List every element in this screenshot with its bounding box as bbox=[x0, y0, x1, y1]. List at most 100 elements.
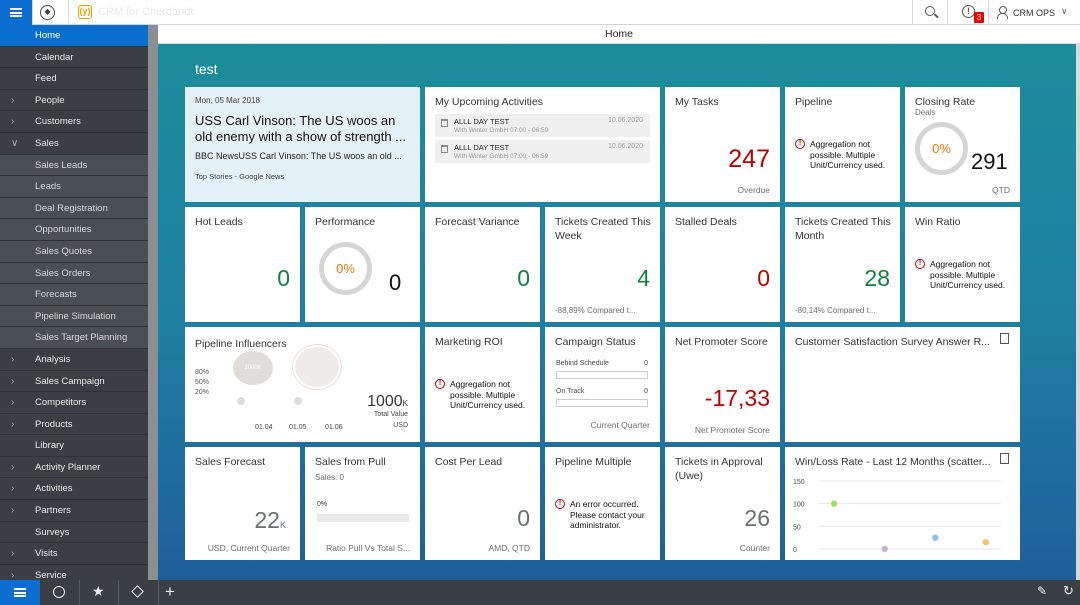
sidebar-item-sales-leads[interactable]: Sales Leads bbox=[0, 154, 148, 177]
news-tile[interactable]: Mon, 05 Mar 2018 USS Carl Vinson: The US… bbox=[185, 87, 420, 202]
scatter-point[interactable] bbox=[881, 545, 888, 553]
sidebar-item-forecasts[interactable]: Forecasts bbox=[0, 284, 148, 306]
tile-title: Customer Satisfaction Survey Answer R... bbox=[795, 336, 990, 348]
scatter-point[interactable] bbox=[932, 534, 939, 541]
sales-from-pull-tile[interactable]: Sales from Pull Sales: 0 0% Ratio Pull V… bbox=[305, 447, 420, 560]
search-icon[interactable] bbox=[925, 6, 935, 16]
pipeline-multiple-tile[interactable]: Pipeline Multiple ! An error occurred. Pl… bbox=[545, 447, 660, 560]
bubble[interactable] bbox=[294, 397, 302, 405]
notifications-icon[interactable]: ! bbox=[962, 5, 975, 18]
sidebar-item-customers[interactable]: › Customers bbox=[0, 111, 148, 133]
sidebar-item-label: Sales Campaign bbox=[35, 375, 105, 387]
cost-per-lead-tile[interactable]: Cost Per Lead 0 AMD, QTD bbox=[425, 447, 540, 560]
sidebar-item-sales[interactable]: ∨ Sales bbox=[0, 133, 148, 155]
menu-button[interactable] bbox=[0, 0, 32, 25]
edit-icon[interactable]: ✎ bbox=[1037, 584, 1048, 598]
sidebar-item-activity-planner[interactable]: › Activity Planner bbox=[0, 457, 148, 479]
bubble[interactable] bbox=[237, 397, 245, 405]
tickets-month-tile[interactable]: Tickets Created This Month 28 -80,14% Co… bbox=[785, 207, 900, 322]
pipeline-influencers-tile[interactable]: Pipeline Influencers 80% 50% 20% 1000K 1… bbox=[185, 327, 420, 442]
report-icon[interactable] bbox=[1000, 333, 1009, 344]
chevron-right-icon: › bbox=[11, 548, 15, 560]
activity-item[interactable]: ALLL DAY TEST With Winter GmbH 07:00 - 0… bbox=[435, 114, 650, 137]
menu-toggle-button[interactable] bbox=[0, 580, 40, 605]
sidebar-item-activities[interactable]: › Activities bbox=[0, 478, 148, 501]
star-icon[interactable]: ★ bbox=[92, 583, 105, 599]
chevron-right-icon: › bbox=[11, 375, 15, 387]
bubble[interactable] bbox=[293, 345, 341, 389]
activity-item[interactable]: ALLL DAY TEST With Winter GmbH 07:00 - 0… bbox=[435, 140, 650, 163]
performance-tile[interactable]: Performance 0% 0 bbox=[305, 207, 420, 322]
sidebar-item-service[interactable]: › Service bbox=[0, 565, 148, 580]
sidebar-item-people[interactable]: › People bbox=[0, 90, 148, 112]
tickets-week-tile[interactable]: Tickets Created This Week 4 -88,89% Comp… bbox=[545, 207, 660, 322]
stalled-deals-value: 0 bbox=[757, 265, 770, 291]
chevron-down-icon[interactable]: ∨ bbox=[1061, 6, 1068, 16]
sidebar-item-leads[interactable]: Leads bbox=[0, 176, 148, 198]
stalled-deals-tile[interactable]: Stalled Deals 0 bbox=[665, 207, 780, 322]
sidebar-item-visits[interactable]: › Visits bbox=[0, 543, 148, 565]
sidebar-item-sales-orders[interactable]: Sales Orders bbox=[0, 262, 148, 285]
x-axis-label: 01.04 bbox=[255, 424, 273, 431]
sidebar-item-surveys[interactable]: Surveys bbox=[0, 522, 148, 544]
hot-leads-tile[interactable]: Hot Leads 0 bbox=[185, 207, 300, 322]
campaign-status-tile[interactable]: Campaign Status Behind Schedule 0 On Tra… bbox=[545, 327, 660, 442]
my-tasks-tile[interactable]: My Tasks 247 Overdue bbox=[665, 87, 780, 202]
sidebar-item-partners[interactable]: › Partners bbox=[0, 500, 148, 522]
marketing-roi-tile[interactable]: Marketing ROI ! Aggregation not possible.… bbox=[425, 327, 540, 442]
sidebar-item-library[interactable]: Library bbox=[0, 435, 148, 457]
sidebar-item-sales-campaign[interactable]: › Sales Campaign bbox=[0, 371, 148, 393]
scatter-point[interactable] bbox=[830, 500, 838, 507]
tile-title: Performance bbox=[315, 216, 376, 228]
tag-icon[interactable] bbox=[131, 585, 144, 598]
user-menu[interactable]: CRM OPS bbox=[1013, 8, 1056, 18]
tile-subtitle: Sales: 0 bbox=[315, 473, 344, 482]
sidebar-item-home[interactable]: Home bbox=[0, 25, 148, 47]
upcoming-activities-tile[interactable]: My Upcoming Activities ALLL DAY TEST Wit… bbox=[425, 87, 660, 202]
progress-bar bbox=[317, 514, 409, 522]
tickets-approval-tile[interactable]: Tickets in Approval (Uwe) 26 Counter bbox=[665, 447, 780, 560]
sidebar-item-sales-target-planning[interactable]: Sales Target Planning bbox=[0, 327, 148, 349]
sidebar-item-competitors[interactable]: › Competitors bbox=[0, 392, 148, 414]
net-promoter-tile[interactable]: Net Promoter Score -17,33 Net Promoter S… bbox=[665, 327, 780, 442]
pipeline-tile[interactable]: Pipeline ! Aggregation not possible. Mult… bbox=[785, 87, 900, 202]
sidebar-item-calendar[interactable]: Calendar bbox=[0, 47, 148, 69]
message-text: Aggregation not possible. Multiple Unit/… bbox=[930, 259, 1006, 290]
divider bbox=[988, 0, 989, 25]
content-scrollbar[interactable] bbox=[1076, 44, 1080, 580]
activity-date: 10.06.2020 bbox=[607, 117, 643, 124]
closing-rate-tile[interactable]: Closing Rate Deals 0% 291 QTD bbox=[905, 87, 1020, 202]
report-icon[interactable] bbox=[1000, 453, 1009, 464]
shell-header: ◆ (y) CRM for Cherdandt ! 3 CRM OPS ∨ bbox=[0, 0, 1080, 25]
sidebar-item-label: Analysis bbox=[35, 353, 71, 365]
compass-icon[interactable]: ◆ bbox=[40, 5, 55, 20]
sidebar-item-label: Library bbox=[35, 440, 65, 452]
sidebar-item-opportunities[interactable]: Opportunities bbox=[0, 219, 148, 241]
sidebar-item-products[interactable]: › Products bbox=[0, 414, 148, 436]
sidebar-item-feed[interactable]: Feed bbox=[0, 68, 148, 90]
csat-tile[interactable]: Customer Satisfaction Survey Answer R... bbox=[785, 327, 1020, 442]
divider bbox=[912, 0, 913, 25]
user-icon[interactable] bbox=[997, 6, 1008, 19]
page-title: Home bbox=[158, 25, 1080, 44]
sidebar-scrollbar[interactable] bbox=[148, 25, 158, 580]
add-icon[interactable]: + bbox=[165, 582, 175, 601]
win-ratio-tile[interactable]: Win Ratio ! Aggregation not possible. Mul… bbox=[905, 207, 1020, 322]
sidebar-item-analysis[interactable]: › Analysis bbox=[0, 349, 148, 371]
tile-title: Pipeline Influencers bbox=[195, 338, 287, 350]
bubble[interactable]: 1000K bbox=[233, 351, 273, 385]
sidebar-item-pipeline-simulation[interactable]: Pipeline Simulation bbox=[0, 305, 148, 328]
sidebar-item-deal-registration[interactable]: Deal Registration bbox=[0, 197, 148, 220]
cost-per-lead-value: 0 bbox=[517, 505, 530, 531]
sales-forecast-tile[interactable]: Sales Forecast 22K USD, Current Quarter bbox=[185, 447, 300, 560]
sidebar-item-sales-quotes[interactable]: Sales Quotes bbox=[0, 240, 148, 263]
sidebar-item-label: Partners bbox=[35, 505, 71, 517]
refresh-icon[interactable]: ↻ bbox=[1063, 583, 1074, 598]
forecast-variance-tile[interactable]: Forecast Variance 0 bbox=[425, 207, 540, 322]
recent-icon[interactable] bbox=[53, 586, 65, 598]
chevron-right-icon: › bbox=[11, 94, 15, 106]
performance-value: 0 bbox=[389, 270, 402, 295]
tile-title: Pipeline bbox=[795, 96, 833, 108]
win-loss-tile[interactable]: Win/Loss Rate - Last 12 Months (scatter.… bbox=[785, 447, 1020, 560]
scatter-point[interactable] bbox=[982, 539, 990, 546]
